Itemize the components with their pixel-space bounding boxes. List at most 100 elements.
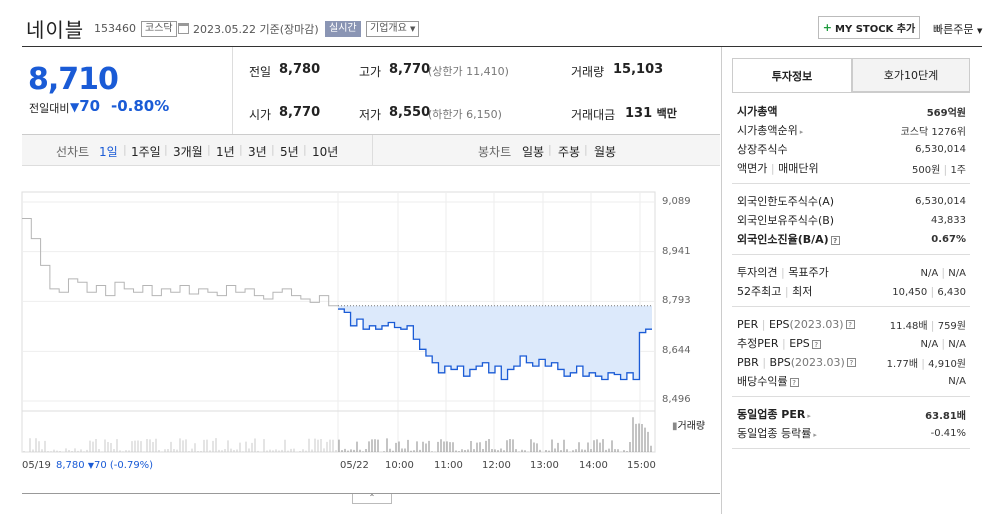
candle-tab-weekly[interactable]: 주봉 [558,145,581,159]
mystock-add-button[interactable]: + MY STOCK 추가 [818,16,920,39]
amount-number: 131 [625,106,653,121]
y-tick-label: 8,496 [662,394,691,405]
x-tick-label: 05/22 [340,460,369,471]
prev-close-value: 8,780 [279,62,321,77]
x-tick-label: 10:00 [385,460,414,471]
calendar-icon [178,23,189,34]
header-divider [22,46,982,47]
volume-label: 거래량 [571,65,605,79]
est-per-eps-row: 추정PER | EPS? N/A | N/A [737,336,966,351]
change-value: ▼70 [70,97,100,115]
change-percent: -0.80% [111,97,170,115]
help-icon: ? [846,358,856,367]
candle-tab-monthly[interactable]: 월봉 [594,145,617,159]
amount-value: 131 백만 [625,105,677,121]
upper-limit: (상한가 11,410) [428,65,509,78]
y-tick-label: 8,941 [662,246,691,257]
base-date: 2023.05.22 기준(장마감) [193,23,319,36]
x-tick-label: 14:00 [579,460,608,471]
x-tick-label: 13:00 [530,460,559,471]
period-tab-1w[interactable]: 1주일 [131,145,161,159]
high-label: 고가 [359,65,382,79]
prev-day-info: 8,780 ▼70 (-0.79%) [56,460,153,471]
y-tick-label: 8,644 [662,345,691,356]
chevron-up-icon: ⌃ [368,493,376,502]
company-info-label: 기업개요 [370,23,407,34]
stock-code: 153460 [94,22,136,35]
volume-legend-label: 거래량 [677,421,706,432]
open-value: 8,770 [279,105,321,120]
dividend-row: 배당수익률? N/A [737,375,966,388]
prev-info-change: 70 [93,460,107,471]
pbr-bps-row: PBR | BPS(2023.03)? 1.77배 | 4,910원 [737,355,966,370]
volume-legend: ▮거래량 [672,421,706,432]
chevron-right-icon: ▸ [807,412,811,420]
period-tab-5y[interactable]: 5년 [280,145,299,159]
volume-value: 15,103 [613,62,664,77]
down-triangle-icon: ▼ [70,100,80,114]
y-tick-label: 8,793 [662,295,691,306]
change-label: 전일대비 [29,102,70,115]
tab-invest-info[interactable]: 투자정보 [732,58,852,92]
period-tab-3m[interactable]: 3개월 [173,145,203,159]
collapse-toggle[interactable]: ⌃ [352,494,392,504]
plus-icon: + [822,21,833,34]
stock-name: 네이블 [26,18,85,42]
low-label: 저가 [359,108,382,122]
period-tab-3y[interactable]: 3년 [248,145,267,159]
y-tick-label: 9,089 [662,196,691,207]
candle-chart-label: 봉차트 [478,145,512,159]
below-prev-close-fill [338,305,652,380]
today-line [338,308,652,381]
realtime-button[interactable]: 실시간 [325,21,361,37]
prev-day-line [22,217,338,307]
listed-shares-row: 상장주식수 6,530,014 [737,143,966,156]
x-tick-label: 15:00 [627,460,656,471]
week52-row: 52주최고 | 최저 10,450 | 6,430 [737,284,966,299]
current-price: 8,710 [28,62,119,97]
market-cap-rank-row: 시가총액순위 ▸ 코스닥 1276위 [737,124,966,138]
foreign-hold-row: 외국인보유주식수(B) 43,833 [737,214,966,227]
period-tab-1y[interactable]: 1년 [216,145,235,159]
period-tab-10y[interactable]: 10년 [312,145,339,159]
chevron-down-icon: ▼ [410,25,416,33]
period-tab-bar [22,135,720,165]
per-eps-row: PER | EPS(2023.03)? 11.48배 | 759원 [737,317,966,332]
quick-order-label: 빠른주문 [933,23,974,36]
help-icon: ? [811,339,821,349]
prev-close-label: 전일 [249,65,272,79]
help-icon: ? [830,235,840,245]
lower-limit: (하한가 6,150) [428,108,502,121]
low-value: 8,550 [389,105,431,120]
help-icon: ? [789,377,799,387]
foreign-limit-row: 외국인한도주식수(A) 6,530,014 [737,195,966,208]
summary-divider [232,47,233,134]
market-cap-row: 시가총액 569억원 [737,105,966,119]
help-icon: ? [845,320,855,329]
sector-change-row: 동일업종 등락률 ▸ -0.41% [737,427,966,440]
open-label: 시가 [249,108,272,122]
x-tick-label: 05/19 [22,460,51,471]
opinion-target-row: 투자의견 | 목표주가 N/A | N/A [737,265,966,280]
chevron-down-icon: ▼ [976,27,983,35]
amount-label: 거래대금 [571,108,616,122]
chevron-right-icon: ▸ [813,431,817,439]
company-info-dropdown[interactable]: 기업개요 ▼ [366,21,420,37]
chart-bottom-divider [22,493,720,494]
right-panel-divider [721,47,722,514]
summary-bottom-divider [22,134,720,135]
amount-unit: 백만 [656,107,677,120]
mystock-label: MY STOCK 추가 [835,24,916,35]
tab-orderbook-10[interactable]: 호가10단계 [852,58,970,92]
quick-order-button[interactable]: 빠른주문 ▼ [933,21,982,37]
sector-per-row: 동일업종 PER ▸ 63.81배 [737,408,966,422]
par-unit-row: 액면가 | 매매단위 500원 | 1주 [737,162,966,176]
change-amount: 70 [79,97,101,115]
down-triangle-icon: ▼ [87,461,94,470]
chevron-right-icon: ▸ [799,128,804,136]
candle-tab-daily[interactable]: 일봉 [522,145,545,159]
prev-info-price: 8,780 [56,460,85,471]
prev-info-pct: (-0.79%) [109,460,154,471]
period-tab-1d[interactable]: 1일 [99,145,118,159]
